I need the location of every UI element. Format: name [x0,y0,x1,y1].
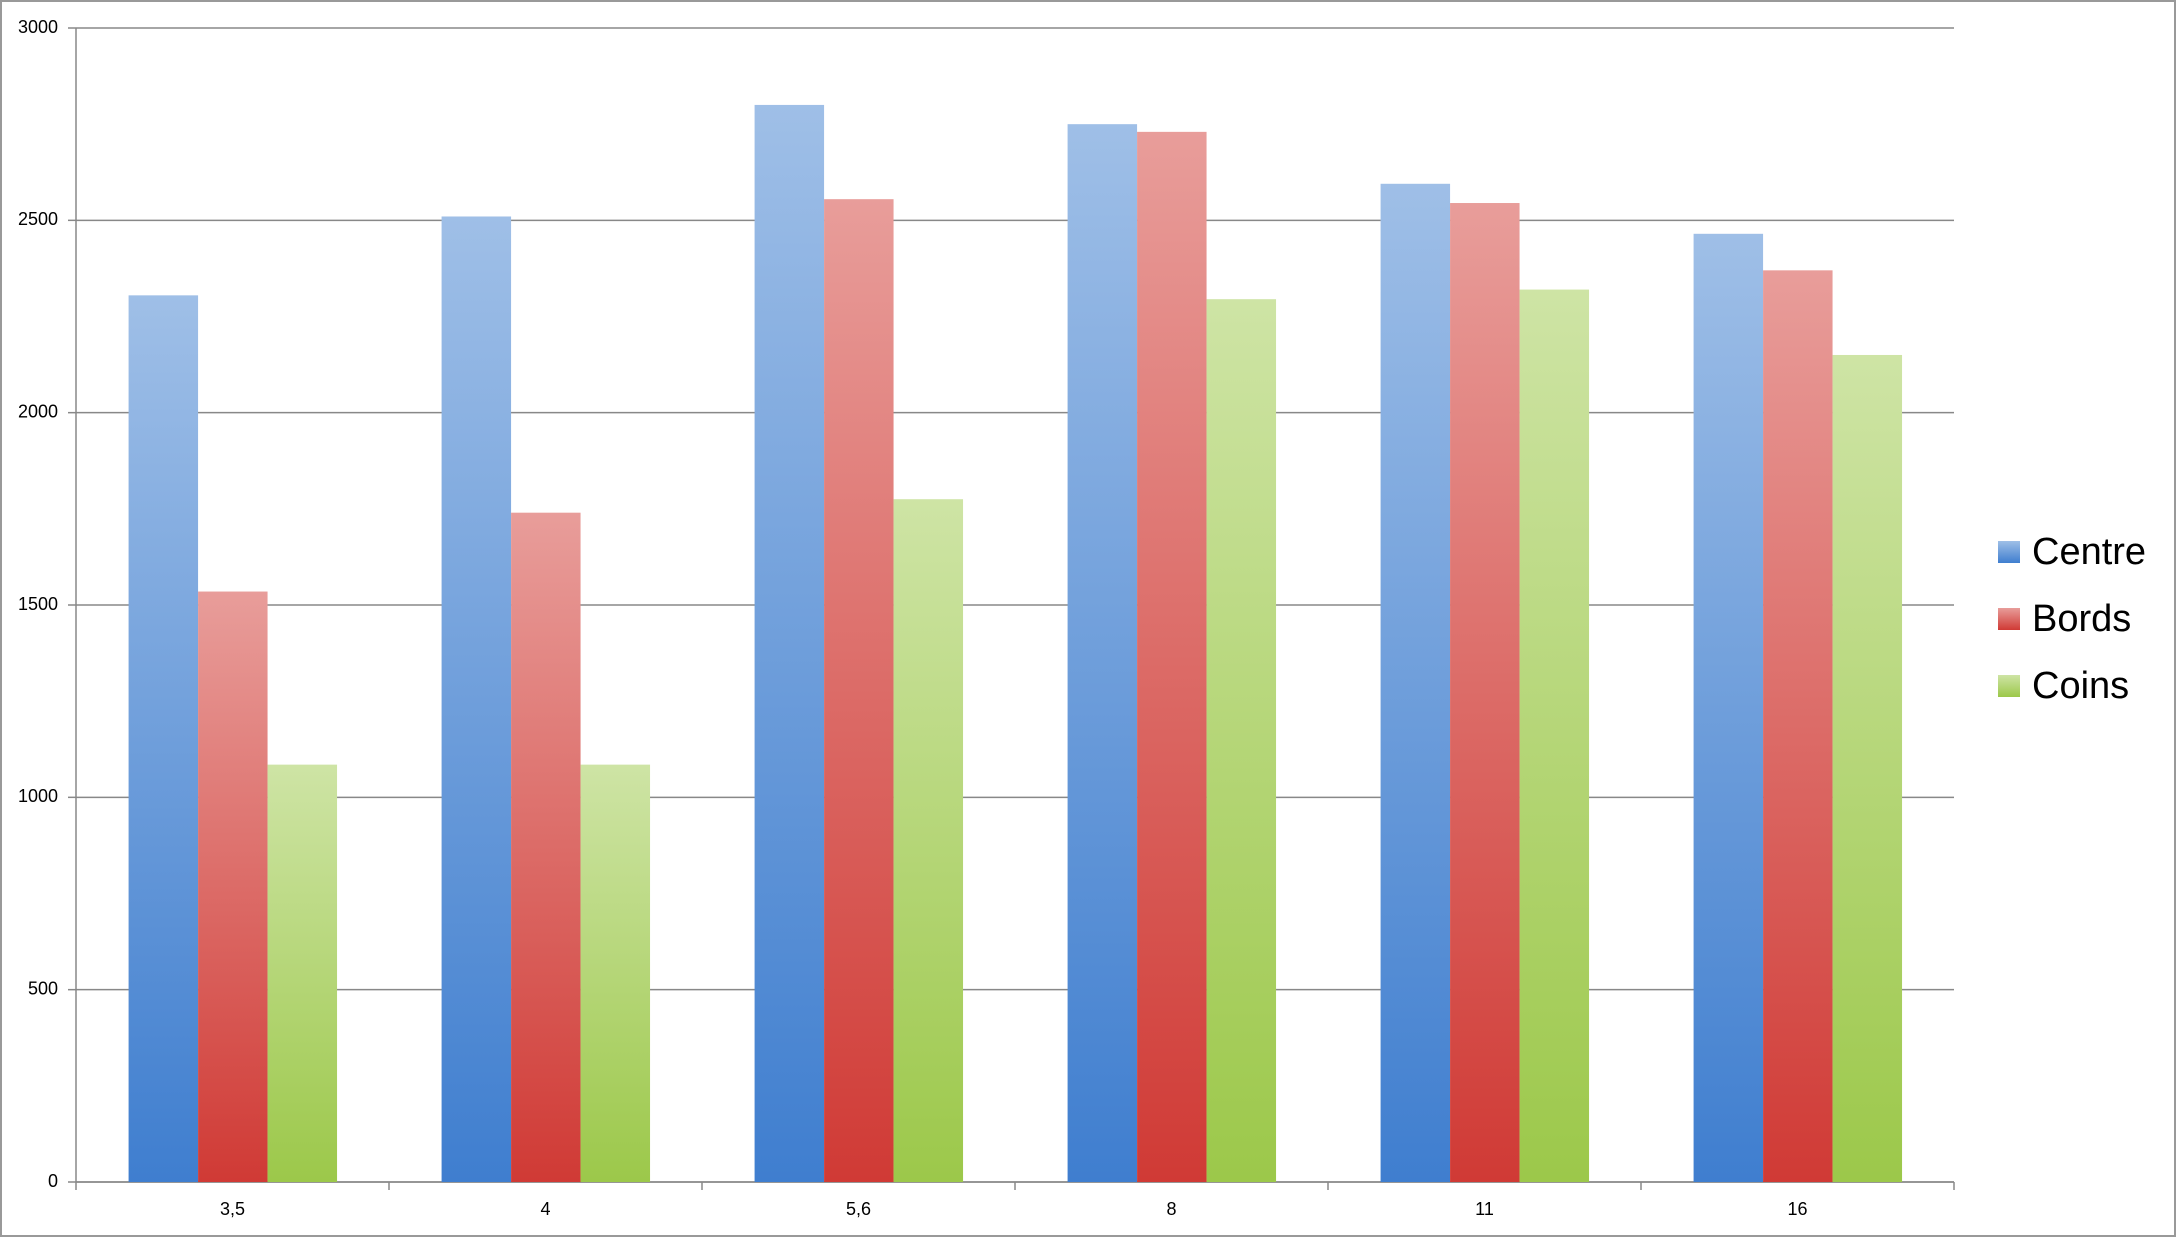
y-tick-label: 2500 [18,209,58,229]
bar [754,104,825,1182]
x-tick-label: 4 [540,1199,550,1219]
bar [1380,183,1451,1183]
bar [893,499,964,1182]
bar [580,764,651,1182]
y-tick-label: 3000 [18,17,58,37]
bar [1763,270,1833,1183]
legend-label: Coins [2032,665,2129,707]
bar [128,295,199,1182]
x-tick-label: 3,5 [220,1199,245,1219]
legend-swatch [1998,608,2020,630]
bar [198,591,268,1182]
bar [511,512,581,1182]
bar [1519,289,1590,1182]
bar [1832,354,1903,1182]
x-tick-label: 11 [1475,1199,1494,1219]
bar [1206,299,1277,1182]
y-tick-label: 1000 [18,786,58,806]
x-tick-label: 16 [1787,1199,1807,1219]
bar [1693,233,1764,1183]
bar [1450,203,1520,1183]
legend-swatch [1998,675,2020,697]
bar [1067,124,1138,1183]
legend-label: Centre [2032,531,2146,573]
y-tick-label: 1500 [18,594,58,614]
bar [267,764,338,1182]
y-tick-label: 0 [48,1171,58,1191]
x-tick-label: 5,6 [846,1199,871,1219]
bar [441,216,512,1182]
y-tick-label: 2000 [18,401,58,421]
y-tick-label: 500 [28,978,58,998]
bar [824,199,894,1183]
x-tick-label: 8 [1166,1199,1176,1219]
legend-label: Bords [2032,598,2131,640]
legend-swatch [1998,541,2020,563]
bar [1137,131,1207,1183]
